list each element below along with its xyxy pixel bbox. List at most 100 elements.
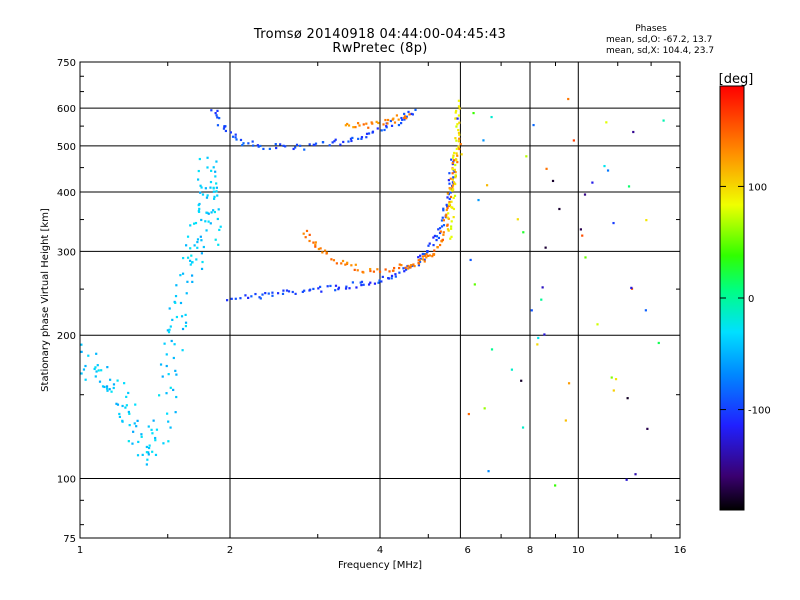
data-point (194, 221, 198, 225)
data-point (158, 394, 161, 397)
data-point (457, 99, 460, 102)
data-point (155, 428, 159, 431)
data-point (386, 118, 390, 122)
data-point (452, 181, 456, 184)
data-point (206, 166, 209, 169)
data-point (312, 241, 315, 244)
data-point (431, 255, 434, 258)
y-tick-label: 750 (57, 58, 76, 69)
data-point (231, 135, 235, 138)
data-point (384, 118, 387, 122)
data-point (440, 225, 444, 228)
data-point (267, 292, 270, 295)
data-point (302, 232, 305, 235)
data-point (344, 287, 348, 290)
data-point (371, 122, 374, 125)
data-point (427, 244, 430, 247)
data-point (184, 313, 187, 317)
data-point (458, 121, 461, 124)
data-point (196, 240, 199, 244)
data-point (645, 219, 648, 222)
data-point (454, 163, 457, 167)
data-point (196, 178, 200, 181)
data-point (450, 158, 453, 161)
data-point (455, 147, 458, 150)
data-point (116, 403, 120, 406)
data-point (216, 109, 219, 112)
data-point (152, 419, 155, 422)
data-point (572, 139, 575, 142)
data-point (184, 321, 188, 324)
data-point (454, 182, 457, 186)
data-point (116, 379, 119, 382)
data-point (446, 192, 449, 195)
data-point (458, 147, 461, 151)
data-point (387, 277, 391, 280)
data-point (105, 385, 109, 388)
data-point (337, 288, 340, 291)
data-point (398, 266, 401, 270)
data-point (350, 139, 353, 143)
data-point (610, 376, 613, 379)
data-point (291, 290, 294, 294)
data-point (320, 290, 323, 293)
data-point (477, 198, 480, 202)
x-tick-label: 6 (465, 545, 471, 556)
data-point (451, 184, 455, 187)
data-point (121, 420, 124, 423)
y-tick-label: 400 (57, 188, 76, 199)
data-point (209, 186, 212, 189)
data-point (168, 307, 171, 310)
data-point (230, 297, 233, 300)
data-point (319, 285, 322, 288)
data-point (132, 430, 135, 433)
data-point (455, 109, 458, 113)
data-point (344, 263, 347, 266)
data-point (358, 124, 361, 127)
data-point (367, 283, 371, 286)
data-point (166, 412, 169, 415)
data-point (458, 133, 461, 136)
data-point (483, 407, 486, 410)
data-point (118, 412, 121, 416)
data-point (425, 256, 428, 259)
grid-lines (80, 62, 680, 538)
data-point (146, 458, 149, 461)
data-point (428, 242, 431, 245)
data-point (405, 115, 408, 118)
data-point (444, 215, 448, 218)
data-point (454, 171, 457, 174)
data-point (200, 186, 203, 189)
data-point (449, 188, 452, 191)
data-point (525, 155, 528, 158)
data-point (206, 156, 209, 159)
data-point (287, 290, 291, 293)
data-point (581, 234, 584, 237)
data-point (603, 164, 606, 168)
data-point (334, 289, 337, 292)
data-point (345, 285, 348, 288)
data-point (308, 233, 311, 236)
data-point (234, 136, 237, 139)
data-point (167, 420, 170, 423)
data-point (94, 366, 97, 369)
data-point (321, 251, 324, 254)
data-point (275, 146, 278, 150)
data-point (135, 425, 138, 428)
data-point (541, 286, 544, 289)
data-point (206, 194, 209, 197)
data-point (442, 233, 445, 236)
data-point (426, 250, 429, 253)
data-point (612, 221, 615, 225)
data-point (448, 197, 451, 201)
data-point (630, 286, 633, 289)
data-point (335, 262, 338, 265)
data-point (520, 379, 523, 382)
data-point (412, 263, 415, 266)
data-point (215, 190, 218, 193)
data-point (201, 193, 205, 196)
data-point (451, 186, 454, 189)
data-point (448, 187, 451, 190)
data-point (294, 146, 297, 149)
data-point (423, 260, 426, 263)
